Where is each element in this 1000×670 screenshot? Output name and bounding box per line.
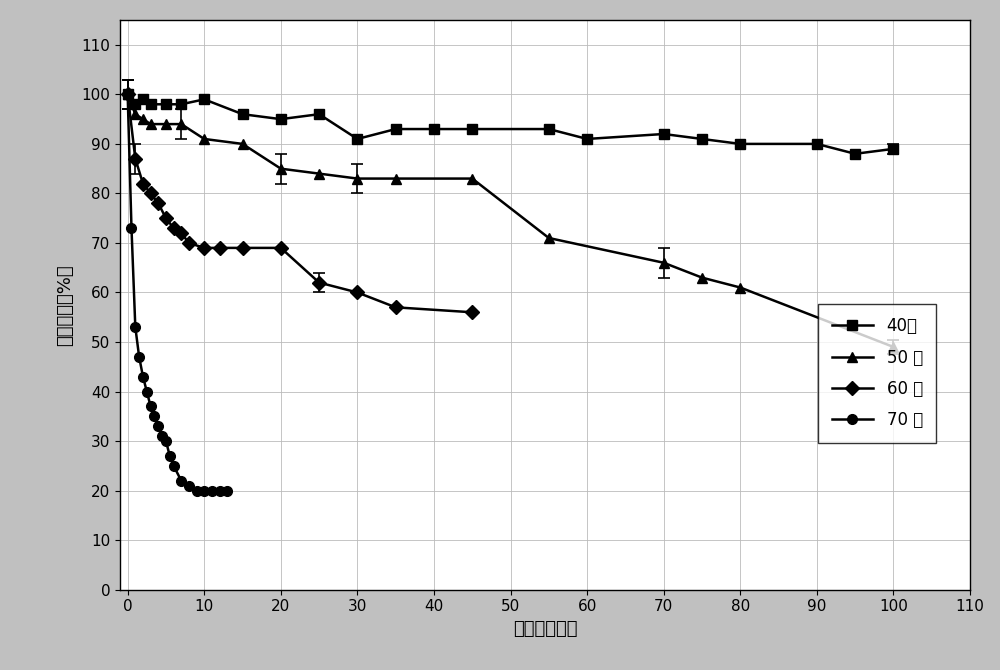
60 度 [275,244,287,252]
50 度 [543,234,555,242]
40度 [696,135,708,143]
40度 [175,100,187,109]
70 度 [156,432,168,440]
X-axis label: 时间（小时）: 时间（小时） [513,620,577,638]
50 度 [734,283,746,291]
40度 [849,150,861,158]
50 度 [351,175,363,183]
70 度 [152,422,164,430]
70 度 [137,373,149,381]
Line: 70 度: 70 度 [123,90,232,495]
50 度 [237,140,249,148]
60 度 [214,244,226,252]
60 度 [237,244,249,252]
40度 [160,100,172,109]
40度 [466,125,478,133]
60 度 [152,199,164,207]
60 度 [198,244,210,252]
60 度 [313,279,325,287]
50 度 [390,175,402,183]
70 度 [206,486,218,494]
60 度 [390,304,402,312]
Line: 50 度: 50 度 [123,90,898,352]
70 度 [175,476,187,484]
40度 [198,95,210,103]
60 度 [160,214,172,222]
40度 [543,125,555,133]
60 度 [183,239,195,247]
40度 [734,140,746,148]
70 度 [164,452,176,460]
40度 [428,125,440,133]
60 度 [122,90,134,98]
70 度 [198,486,210,494]
50 度 [466,175,478,183]
40度 [351,135,363,143]
40度 [811,140,823,148]
60 度 [175,229,187,237]
Y-axis label: 相对活性（%）: 相对活性（%） [56,264,74,346]
40度 [887,145,899,153]
70 度 [221,486,233,494]
70 度 [191,486,203,494]
Line: 60 度: 60 度 [123,90,477,317]
40度 [122,90,134,98]
60 度 [466,308,478,316]
Legend: 40度, 50 度, 60 度, 70 度: 40度, 50 度, 60 度, 70 度 [818,304,936,442]
Line: 40度: 40度 [123,90,898,159]
70 度 [183,482,195,490]
50 度 [313,170,325,178]
50 度 [198,135,210,143]
40度 [137,95,149,103]
70 度 [133,353,145,361]
70 度 [141,387,153,395]
50 度 [275,165,287,173]
40度 [275,115,287,123]
50 度 [887,343,899,351]
40度 [145,100,157,109]
40度 [581,135,593,143]
60 度 [137,180,149,188]
70 度 [129,323,141,331]
60 度 [145,190,157,198]
40度 [390,125,402,133]
50 度 [658,259,670,267]
50 度 [122,90,134,98]
50 度 [145,120,157,128]
60 度 [168,224,180,232]
50 度 [137,115,149,123]
60 度 [129,155,141,163]
50 度 [696,273,708,281]
70 度 [214,486,226,494]
40度 [237,110,249,118]
40度 [658,130,670,138]
70 度 [168,462,180,470]
60 度 [351,289,363,297]
70 度 [160,437,172,445]
50 度 [175,120,187,128]
70 度 [122,90,134,98]
50 度 [160,120,172,128]
70 度 [145,403,157,411]
70 度 [125,224,137,232]
40度 [313,110,325,118]
40度 [129,100,141,109]
70 度 [148,412,160,420]
50 度 [129,110,141,118]
